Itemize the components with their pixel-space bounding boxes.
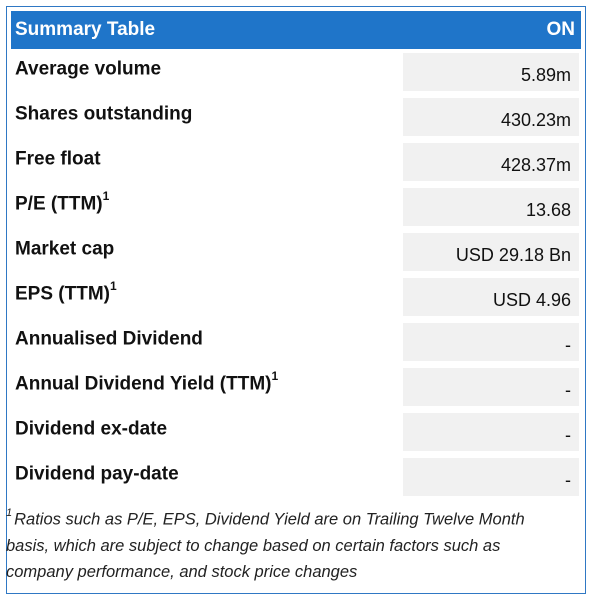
row-value: 5.89m <box>403 53 579 91</box>
row-label: Annual Dividend Yield (TTM)1 <box>15 369 279 395</box>
row-label: EPS (TTM)1 <box>15 279 117 305</box>
row-label: Average volume <box>15 58 162 80</box>
table-header: Summary Table ON <box>11 11 581 49</box>
table-body: Average volume 5.89m Shares outstanding … <box>11 51 581 501</box>
ticker-label: ON <box>546 19 576 40</box>
row-label: Market cap <box>15 238 115 260</box>
row-label: Dividend ex-date <box>15 418 168 440</box>
row-value: - <box>403 323 579 361</box>
footnote: 1 Ratios such as P/E, EPS, Dividend Yield… <box>6 502 566 585</box>
row-label: Annualised Dividend <box>15 328 203 350</box>
summary-table-frame: Summary Table ON Average volume 5.89m Sh… <box>6 6 586 594</box>
row-value: - <box>403 413 579 451</box>
table-row: Average volume 5.89m <box>11 51 581 96</box>
row-value: - <box>403 458 579 496</box>
table-row: Annual Dividend Yield (TTM)1 - <box>11 366 581 411</box>
row-value: USD 4.96 <box>403 278 579 316</box>
row-value: 13.68 <box>403 188 579 226</box>
table-row: Free float 428.37m <box>11 141 581 186</box>
table-row: EPS (TTM)1 USD 4.96 <box>11 276 581 321</box>
row-label: Shares outstanding <box>15 103 193 125</box>
footnote-marker: 1 <box>6 507 13 519</box>
table-title: Summary Table <box>15 19 156 40</box>
table-row: P/E (TTM)1 13.68 <box>11 186 581 231</box>
row-value: 428.37m <box>403 143 579 181</box>
table-row: Dividend ex-date - <box>11 411 581 456</box>
row-value: 430.23m <box>403 98 579 136</box>
row-label: P/E (TTM)1 <box>15 189 110 215</box>
table-row: Dividend pay-date - <box>11 456 581 501</box>
row-value: USD 29.18 Bn <box>403 233 579 271</box>
footnote-text: Ratios such as P/E, EPS, Dividend Yield … <box>6 510 525 581</box>
table-row: Shares outstanding 430.23m <box>11 96 581 141</box>
row-label: Free float <box>15 148 101 170</box>
table-row: Market cap USD 29.18 Bn <box>11 231 581 276</box>
row-value: - <box>403 368 579 406</box>
row-label: Dividend pay-date <box>15 463 179 485</box>
table-row: Annualised Dividend - <box>11 321 581 366</box>
